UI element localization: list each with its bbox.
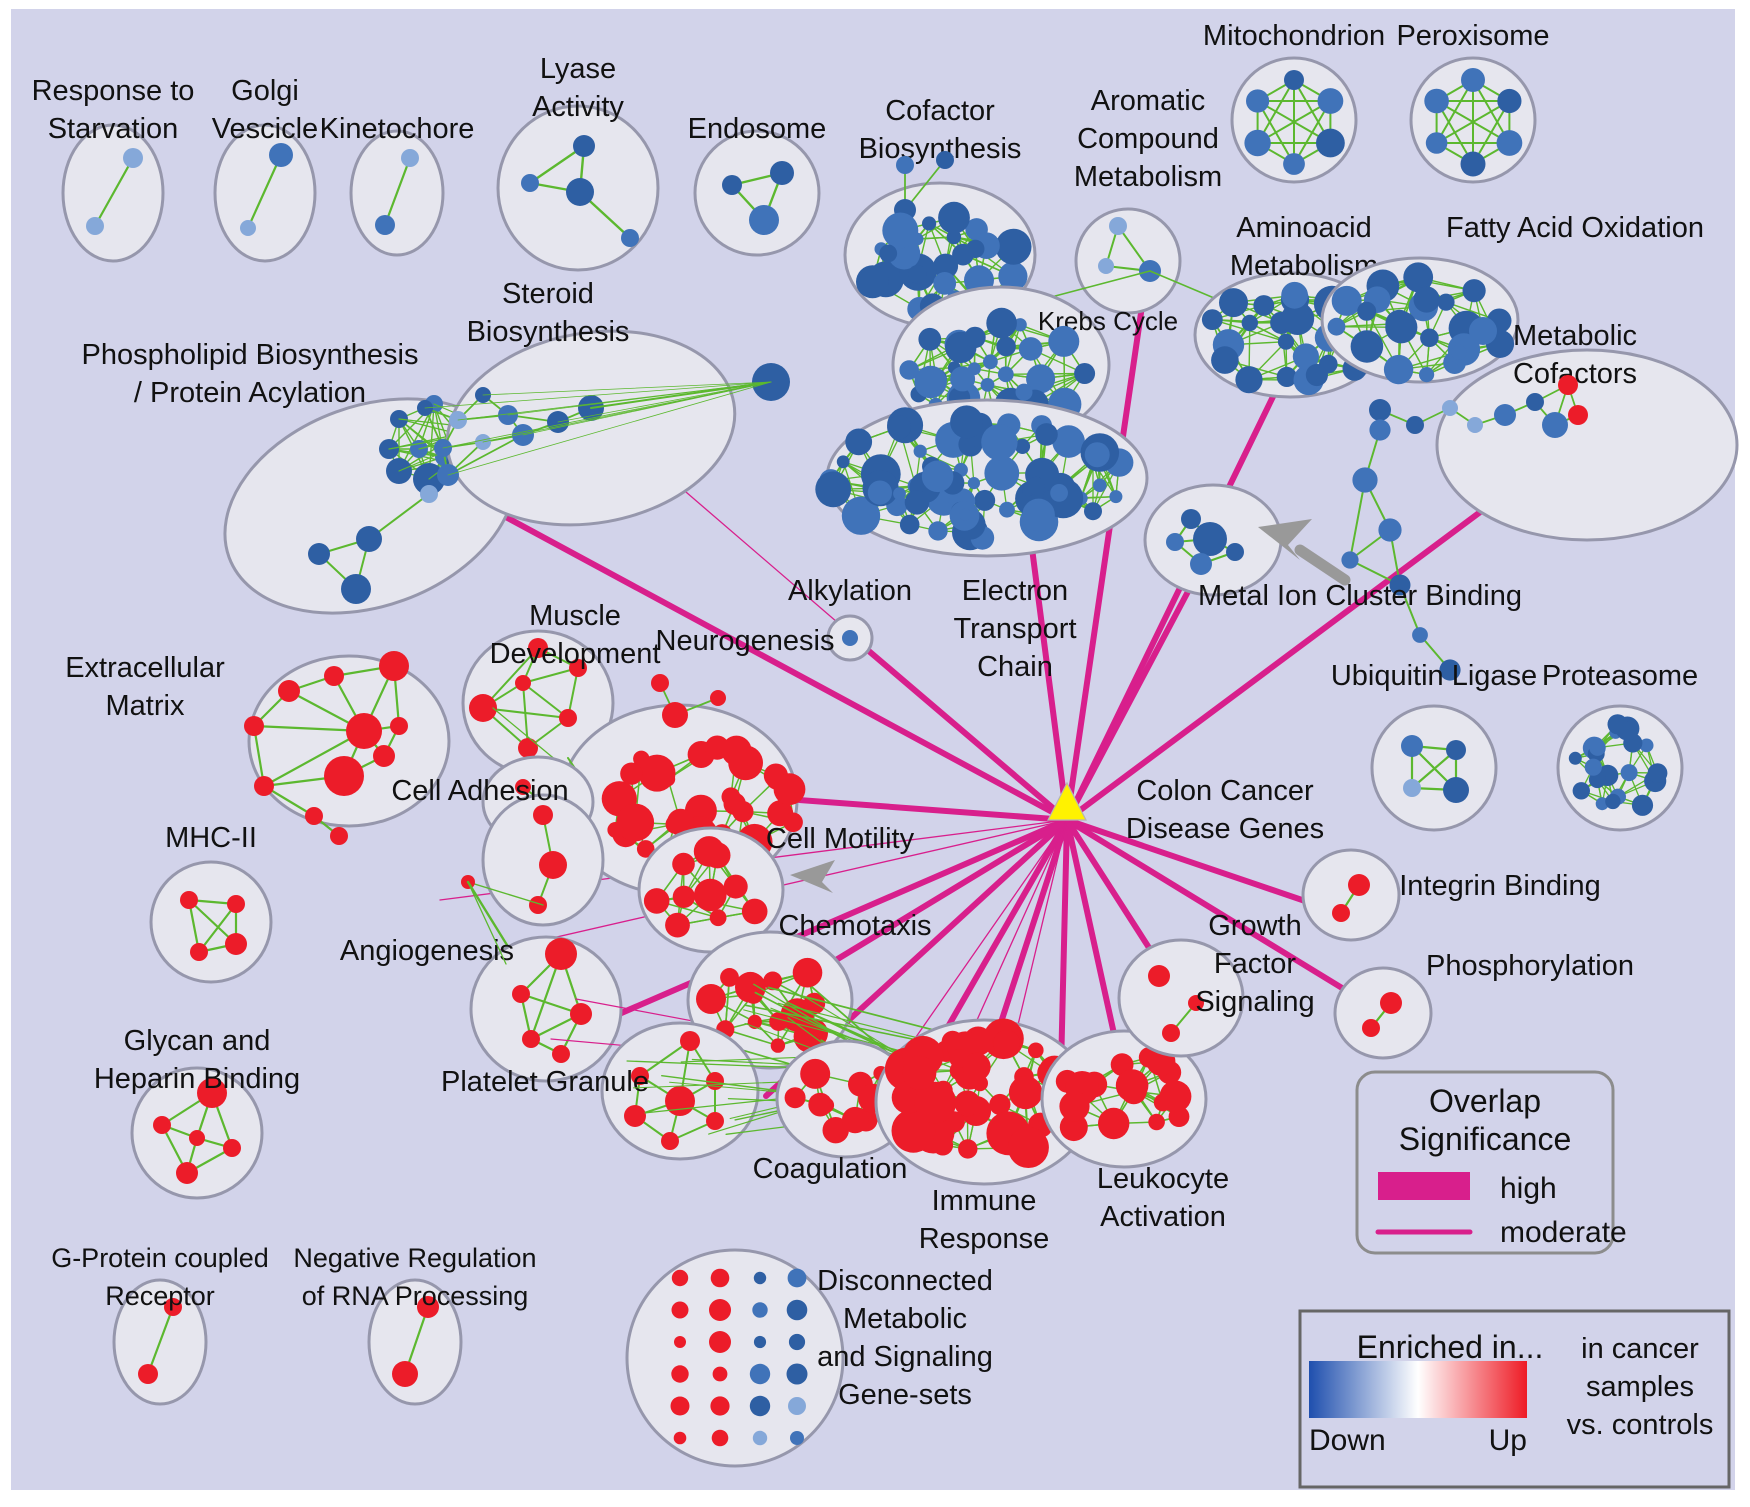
svg-text:Aminoacid: Aminoacid	[1236, 212, 1371, 244]
svg-text:Activity: Activity	[532, 91, 624, 123]
svg-text:Response: Response	[919, 1223, 1050, 1255]
svg-text:Starvation: Starvation	[48, 113, 179, 145]
svg-text:MHC-II: MHC-II	[165, 822, 257, 854]
svg-text:Coagulation: Coagulation	[753, 1153, 908, 1185]
svg-text:samples: samples	[1586, 1371, 1694, 1403]
svg-text:Response to: Response to	[32, 75, 195, 107]
svg-text:Integrin Binding: Integrin Binding	[1399, 870, 1601, 902]
svg-text:Proteasome: Proteasome	[1542, 660, 1698, 692]
svg-text:Peroxisome: Peroxisome	[1396, 20, 1549, 52]
svg-text:G-Protein coupled: G-Protein coupled	[51, 1243, 269, 1273]
svg-text:Cofactor: Cofactor	[885, 95, 995, 127]
svg-text:Phosphorylation: Phosphorylation	[1426, 950, 1634, 982]
svg-text:Matrix: Matrix	[106, 690, 185, 722]
svg-text:Cell Motility: Cell Motility	[766, 823, 915, 855]
svg-text:Compound: Compound	[1077, 123, 1219, 155]
svg-text:Phospholipid Biosynthesis: Phospholipid Biosynthesis	[82, 339, 419, 371]
svg-text:Metabolic: Metabolic	[843, 1303, 967, 1335]
svg-text:in cancer: in cancer	[1581, 1333, 1699, 1365]
svg-text:Negative Regulation: Negative Regulation	[293, 1243, 536, 1273]
svg-text:Up: Up	[1489, 1424, 1527, 1457]
svg-text:Growth: Growth	[1208, 910, 1301, 942]
svg-text:moderate: moderate	[1500, 1216, 1627, 1249]
svg-text:Metabolic: Metabolic	[1513, 320, 1637, 352]
svg-text:Enriched in...: Enriched in...	[1357, 1329, 1544, 1365]
svg-text:Signaling: Signaling	[1195, 986, 1314, 1018]
svg-text:Endosome: Endosome	[688, 113, 827, 145]
svg-text:high: high	[1500, 1172, 1557, 1205]
svg-text:Fatty Acid Oxidation: Fatty Acid Oxidation	[1446, 212, 1704, 244]
svg-text:Steroid: Steroid	[502, 278, 594, 310]
svg-text:vs. controls: vs. controls	[1567, 1409, 1714, 1441]
svg-text:Significance: Significance	[1399, 1121, 1572, 1157]
svg-text:Gene-sets: Gene-sets	[838, 1379, 972, 1411]
svg-text:Muscle: Muscle	[529, 600, 621, 632]
svg-text:Chemotaxis: Chemotaxis	[778, 910, 931, 942]
svg-text:Metabolism: Metabolism	[1074, 161, 1222, 193]
svg-text:Chain: Chain	[977, 651, 1053, 683]
svg-text:Mitochondrion: Mitochondrion	[1203, 20, 1385, 52]
svg-text:Colon Cancer: Colon Cancer	[1136, 775, 1314, 807]
svg-text:Ubiquitin Ligase: Ubiquitin Ligase	[1331, 660, 1537, 692]
svg-text:Aromatic: Aromatic	[1091, 85, 1205, 117]
svg-text:Receptor: Receptor	[105, 1281, 215, 1311]
svg-text:Golgi: Golgi	[231, 75, 299, 107]
svg-text:Lyase: Lyase	[540, 53, 616, 85]
svg-text:Leukocyte: Leukocyte	[1097, 1163, 1229, 1195]
svg-text:Disconnected: Disconnected	[817, 1265, 993, 1297]
svg-text:Biosynthesis: Biosynthesis	[467, 316, 630, 348]
svg-text:Electron: Electron	[962, 575, 1068, 607]
svg-text:Alkylation: Alkylation	[788, 575, 912, 607]
svg-text:Down: Down	[1309, 1424, 1386, 1457]
svg-text:Glycan and: Glycan and	[124, 1025, 271, 1057]
svg-text:/ Protein Acylation: / Protein Acylation	[134, 377, 366, 409]
svg-text:Vescicle: Vescicle	[212, 113, 318, 145]
svg-text:Kinetochore: Kinetochore	[320, 113, 475, 145]
svg-text:Angiogenesis: Angiogenesis	[340, 935, 514, 967]
svg-text:Development: Development	[490, 638, 661, 670]
svg-text:Disease Genes: Disease Genes	[1126, 813, 1324, 845]
svg-text:Heparin Binding: Heparin Binding	[94, 1063, 300, 1095]
svg-text:Immune: Immune	[932, 1185, 1037, 1217]
svg-text:Factor: Factor	[1214, 948, 1297, 980]
svg-text:and Signaling: and Signaling	[817, 1341, 993, 1373]
svg-text:Activation: Activation	[1100, 1201, 1226, 1233]
svg-text:Platelet Granule: Platelet Granule	[441, 1066, 649, 1098]
svg-text:of RNA Processing: of RNA Processing	[302, 1281, 529, 1311]
svg-text:Overlap: Overlap	[1429, 1083, 1541, 1119]
svg-text:Cell Adhesion: Cell Adhesion	[391, 775, 568, 807]
svg-text:Neurogenesis: Neurogenesis	[656, 625, 835, 657]
svg-text:Extracellular: Extracellular	[65, 652, 225, 684]
svg-text:Metal Ion Cluster Binding: Metal Ion Cluster Binding	[1198, 580, 1522, 612]
svg-text:Transport: Transport	[953, 613, 1076, 645]
